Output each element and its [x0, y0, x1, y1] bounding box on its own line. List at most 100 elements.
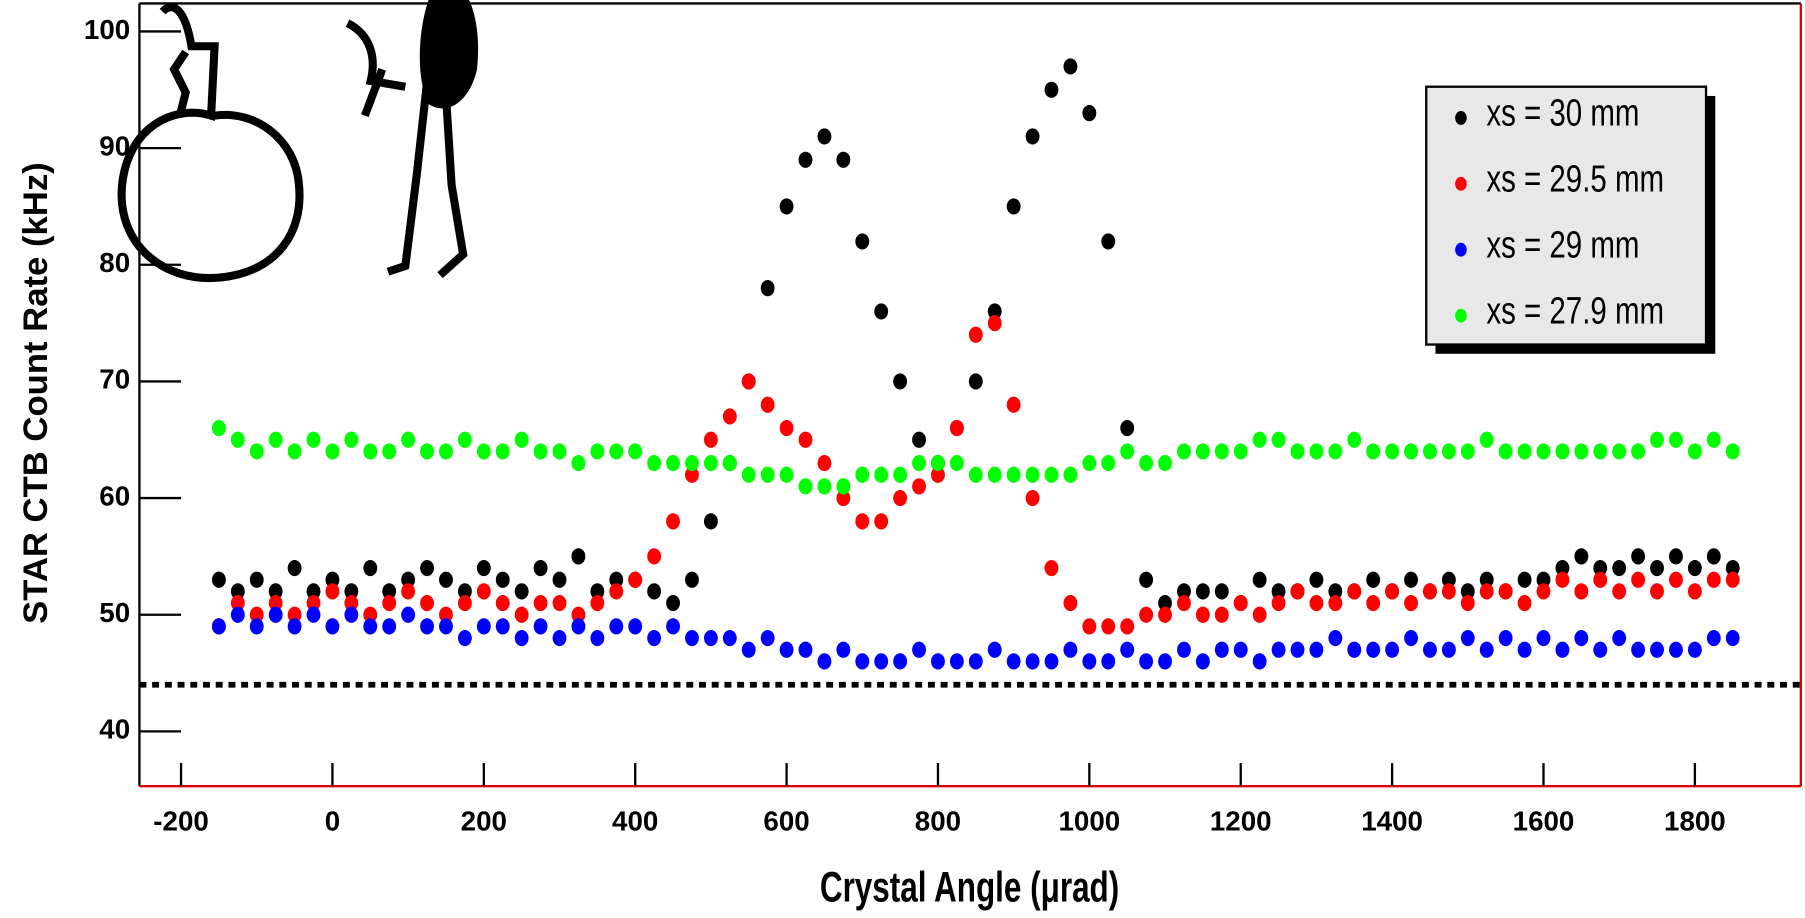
- legend-marker: [1455, 242, 1467, 257]
- data-point: [893, 653, 908, 670]
- data-point: [817, 653, 832, 670]
- x-tick-label: 1800: [1664, 806, 1726, 837]
- data-point: [722, 454, 737, 472]
- data-point: [1328, 583, 1343, 600]
- data-point: [1631, 641, 1646, 658]
- x-tick-label: 1400: [1361, 806, 1423, 837]
- data-point: [647, 454, 662, 472]
- data-point: [1139, 454, 1154, 472]
- data-point: [647, 548, 662, 565]
- data-point: [1271, 583, 1286, 600]
- data-point: [1120, 618, 1135, 635]
- data-point: [1233, 641, 1248, 658]
- legend-marker: [1455, 308, 1467, 323]
- data-point: [1706, 431, 1721, 448]
- y-tick-label: 50: [99, 597, 130, 628]
- data-point: [420, 559, 434, 577]
- data-point: [514, 583, 529, 600]
- data-point: [439, 618, 453, 635]
- legend-label: xs = 29 mm: [1486, 224, 1639, 267]
- data-point: [363, 606, 378, 623]
- data-point: [230, 583, 245, 600]
- data-point: [1479, 641, 1494, 658]
- x-tick-label: 800: [915, 806, 961, 837]
- data-point: [1612, 559, 1627, 577]
- data-point: [874, 303, 889, 320]
- data-point: [590, 583, 605, 600]
- data-point: [666, 594, 680, 612]
- data-point: [1158, 653, 1172, 670]
- data-point: [912, 431, 926, 448]
- data-point: [1687, 641, 1702, 658]
- data-point: [420, 443, 434, 460]
- data-point: [344, 431, 359, 448]
- data-point: [1063, 594, 1078, 612]
- data-point: [1498, 629, 1513, 647]
- y-axis-title: STAR CTB Count Rate (kHz): [17, 162, 55, 624]
- data-point: [1498, 583, 1513, 600]
- data-point: [931, 466, 945, 483]
- data-point: [476, 443, 491, 460]
- data-point: [1082, 653, 1097, 670]
- data-point: [382, 583, 397, 600]
- data-point: [609, 583, 624, 600]
- y-tick-label: 90: [99, 130, 130, 161]
- data-point: [647, 629, 662, 647]
- data-point: [760, 629, 775, 647]
- data-point: [1517, 594, 1532, 612]
- data-point: [1025, 128, 1040, 145]
- data-point: [533, 594, 548, 612]
- data-point: [325, 571, 340, 588]
- data-point: [1139, 571, 1154, 588]
- data-point: [211, 618, 226, 635]
- y-tick-label: 60: [99, 480, 130, 511]
- data-point: [1177, 594, 1191, 612]
- x-tick-label: 400: [612, 806, 658, 837]
- data-point: [1328, 594, 1343, 612]
- data-point: [249, 618, 264, 635]
- data-point: [420, 594, 434, 612]
- data-point: [722, 629, 737, 647]
- data-point: [268, 594, 283, 612]
- data-point: [666, 513, 680, 530]
- data-point: [552, 443, 567, 460]
- data-point: [779, 466, 794, 483]
- data-point: [268, 583, 283, 600]
- data-point: [685, 571, 699, 588]
- data-point: [1650, 583, 1664, 600]
- data-point: [968, 653, 983, 670]
- data-point: [1385, 641, 1400, 658]
- data-point: [1139, 653, 1154, 670]
- data-point: [836, 151, 851, 168]
- data-point: [230, 606, 245, 623]
- data-point: [1669, 548, 1683, 565]
- data-point: [1385, 443, 1400, 460]
- data-point: [495, 443, 510, 460]
- data-point: [590, 594, 605, 612]
- data-point: [628, 618, 643, 635]
- data-point: [1555, 571, 1570, 588]
- data-point: [912, 454, 926, 472]
- data-point: [1309, 571, 1324, 588]
- data-point: [1441, 571, 1456, 588]
- data-point: [1290, 641, 1305, 658]
- data-point: [552, 594, 567, 612]
- data-point: [306, 594, 321, 612]
- data-point: [1063, 641, 1078, 658]
- data-point: [609, 443, 624, 460]
- data-point: [571, 606, 586, 623]
- data-point: [1517, 641, 1532, 658]
- data-point: [912, 478, 926, 495]
- data-point: [1669, 431, 1683, 448]
- y-tick-label: 70: [99, 364, 130, 395]
- data-point: [1517, 571, 1532, 588]
- data-point: [1555, 443, 1570, 460]
- data-point: [1725, 443, 1740, 460]
- data-point: [1214, 443, 1229, 460]
- data-point: [1498, 443, 1513, 460]
- x-tick-label: -200: [153, 806, 209, 837]
- legend-marker: [1455, 110, 1467, 125]
- data-point: [344, 606, 359, 623]
- data-point: [1669, 571, 1683, 588]
- legend-label: xs = 30 mm: [1486, 92, 1639, 135]
